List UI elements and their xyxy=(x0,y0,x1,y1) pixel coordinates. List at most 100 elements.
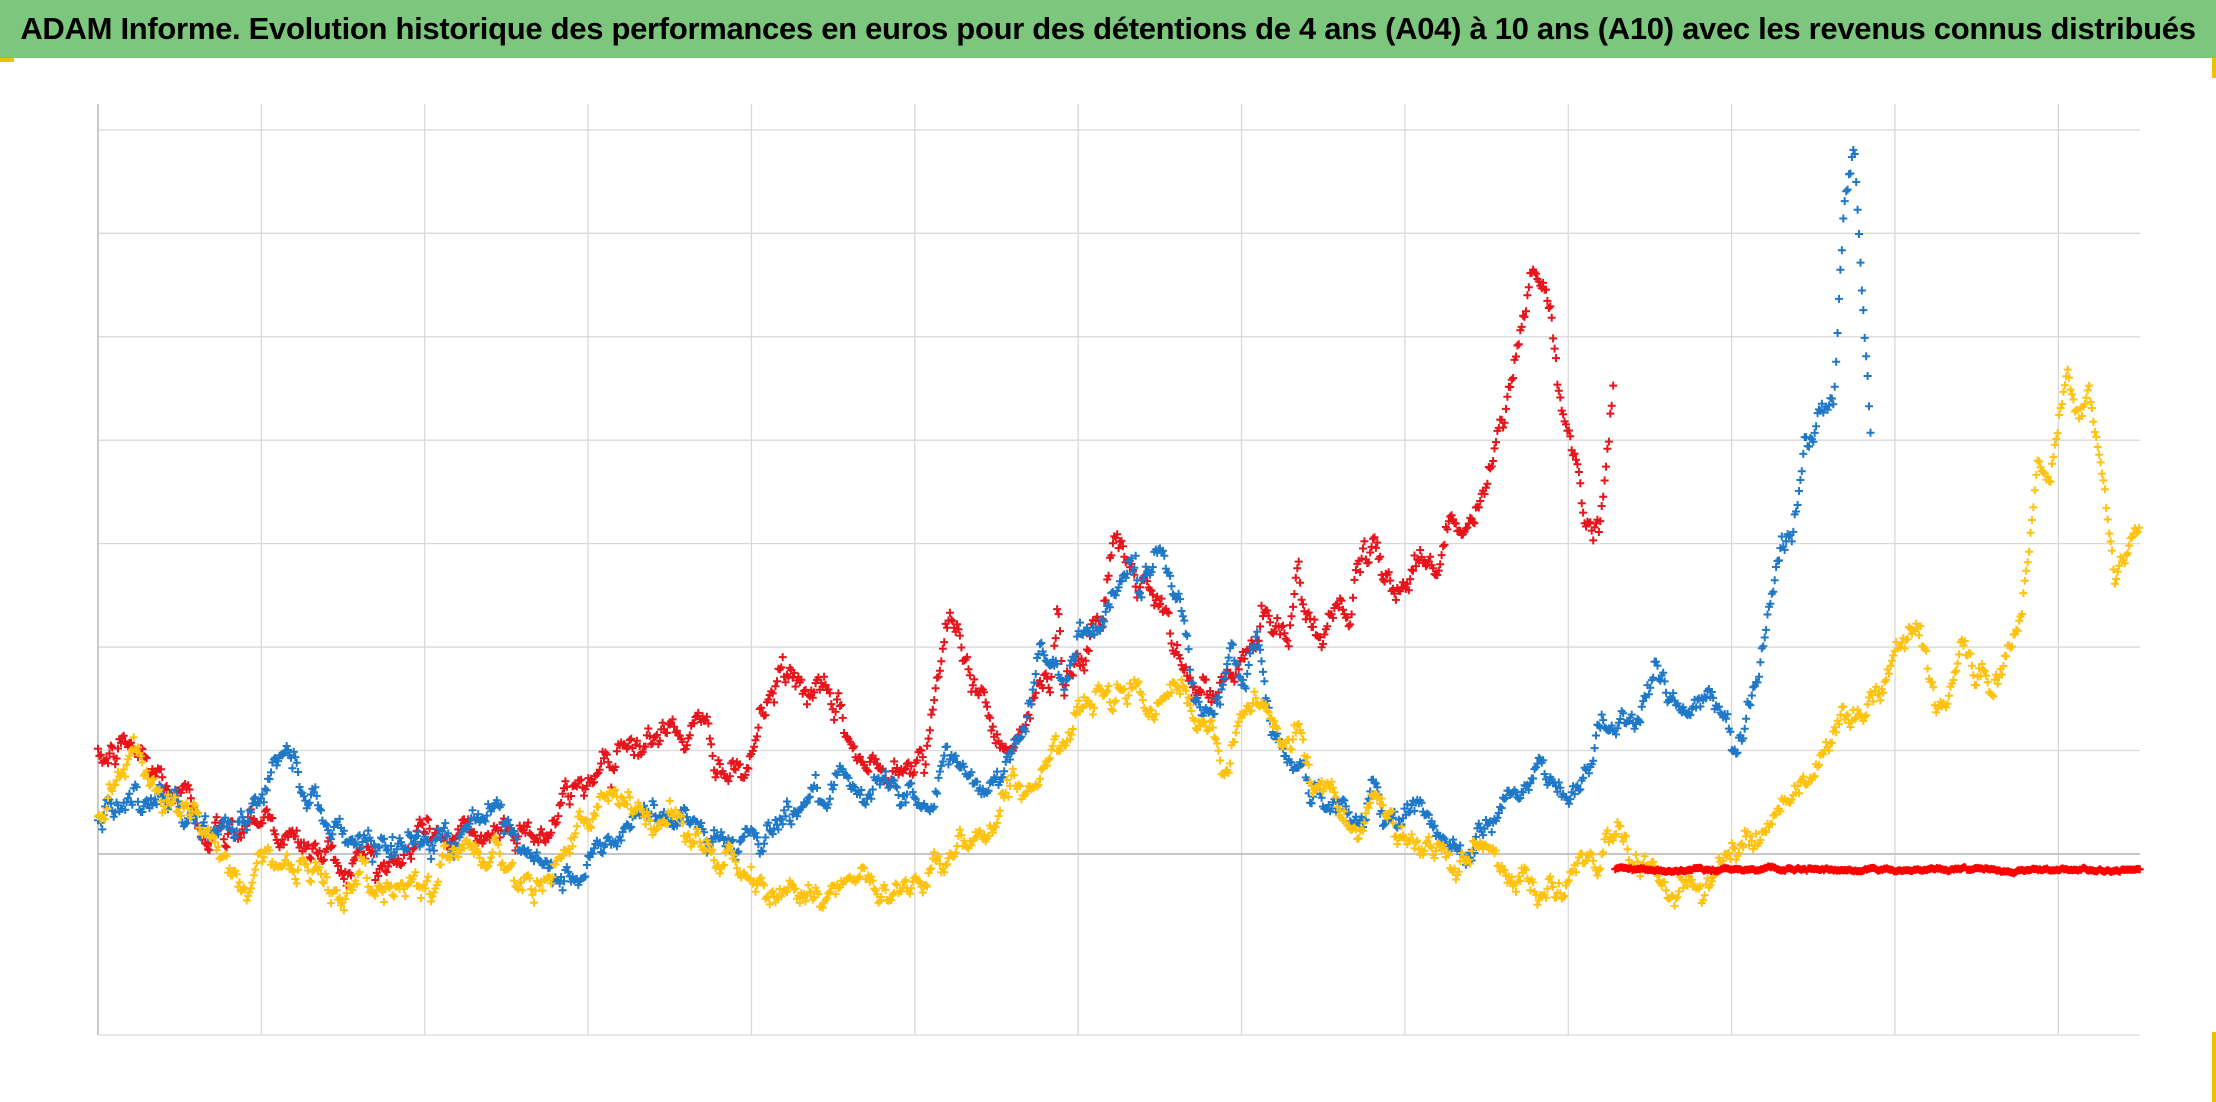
data-point xyxy=(1001,757,1010,766)
data-point xyxy=(644,724,653,733)
data-point xyxy=(236,807,245,816)
data-point xyxy=(1524,283,1533,292)
data-point xyxy=(2063,365,2072,374)
data-point xyxy=(1304,608,1313,617)
data-point xyxy=(1320,630,1329,639)
data-point xyxy=(1391,595,1400,604)
data-point xyxy=(527,885,536,894)
data-point xyxy=(362,874,371,882)
data-point xyxy=(1579,508,1588,517)
data-point xyxy=(1533,900,1542,909)
data-point xyxy=(1889,651,1898,660)
data-point xyxy=(1036,677,1044,685)
data-point xyxy=(571,781,580,790)
data-point xyxy=(1071,650,1080,659)
data-point xyxy=(1443,525,1452,534)
data-point xyxy=(392,845,401,854)
data-point xyxy=(1376,552,1385,561)
data-point xyxy=(2099,476,2108,485)
data-point xyxy=(1481,483,1490,492)
data-point xyxy=(901,798,910,807)
data-point xyxy=(1166,629,1175,638)
data-point xyxy=(900,765,909,774)
data-point xyxy=(1853,205,1862,214)
data-point xyxy=(2019,589,2028,598)
data-point xyxy=(954,625,963,634)
data-point xyxy=(1549,334,1558,343)
data-point xyxy=(2110,579,2119,588)
data-point xyxy=(1350,575,1359,584)
data-point xyxy=(658,718,667,727)
data-point xyxy=(118,733,127,742)
data-point xyxy=(139,802,148,811)
data-point xyxy=(994,812,1003,821)
data-point xyxy=(1178,612,1187,621)
data-point xyxy=(612,842,621,851)
data-point xyxy=(2066,385,2075,394)
data-point xyxy=(1589,856,1598,865)
data-point xyxy=(307,854,315,863)
data-point xyxy=(2055,411,2064,419)
data-point xyxy=(868,785,877,794)
data-point xyxy=(481,817,490,826)
data-point xyxy=(1640,691,1649,700)
data-point xyxy=(444,829,453,838)
data-point xyxy=(1148,590,1157,599)
data-point xyxy=(1556,393,1565,402)
data-point xyxy=(1007,749,1016,758)
data-point xyxy=(291,832,300,841)
data-point xyxy=(938,757,947,766)
data-point xyxy=(488,848,497,857)
data-point xyxy=(322,821,331,830)
data-point xyxy=(944,760,953,769)
data-point xyxy=(1623,845,1632,854)
data-point xyxy=(1506,383,1515,391)
data-point xyxy=(1440,540,1449,549)
data-point xyxy=(384,862,393,871)
data-point xyxy=(1084,647,1093,655)
data-point xyxy=(1078,660,1087,669)
data-point xyxy=(1259,667,1267,676)
data-point xyxy=(2105,529,2114,538)
data-point xyxy=(1857,286,1866,295)
data-point xyxy=(144,800,152,809)
data-point xyxy=(1148,563,1157,572)
data-point xyxy=(707,740,716,749)
data-point xyxy=(813,783,821,792)
data-point xyxy=(1040,651,1049,660)
data-point xyxy=(479,815,488,824)
data-point xyxy=(1923,664,1932,673)
data-point xyxy=(710,826,719,835)
data-point xyxy=(1176,654,1185,663)
data-point xyxy=(855,790,864,799)
data-point xyxy=(202,840,211,849)
data-point xyxy=(780,806,789,815)
data-point xyxy=(744,764,753,773)
data-point xyxy=(803,798,811,807)
data-point xyxy=(1557,406,1566,415)
data-point xyxy=(781,812,790,821)
data-point xyxy=(562,863,571,872)
data-point xyxy=(398,859,407,867)
data-point xyxy=(1114,544,1123,553)
data-point xyxy=(292,758,301,767)
data-point xyxy=(232,826,241,835)
data-point xyxy=(239,818,248,827)
data-point xyxy=(2085,381,2094,390)
data-point xyxy=(1539,278,1548,287)
data-point xyxy=(983,702,992,711)
data-point xyxy=(1451,875,1460,884)
data-point xyxy=(482,811,491,820)
data-point xyxy=(1366,548,1375,557)
data-point xyxy=(311,839,320,848)
data-point xyxy=(1303,609,1312,618)
data-point xyxy=(604,758,613,767)
data-point xyxy=(558,789,567,798)
data-point xyxy=(581,872,590,881)
data-point xyxy=(1153,592,1162,601)
data-point xyxy=(479,836,488,845)
data-point xyxy=(1492,438,1500,447)
data-point xyxy=(1969,671,1978,680)
data-point xyxy=(267,768,275,777)
data-point xyxy=(1056,627,1064,636)
